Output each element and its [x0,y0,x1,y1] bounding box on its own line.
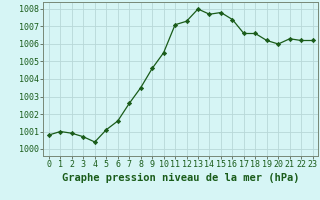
X-axis label: Graphe pression niveau de la mer (hPa): Graphe pression niveau de la mer (hPa) [62,173,300,183]
